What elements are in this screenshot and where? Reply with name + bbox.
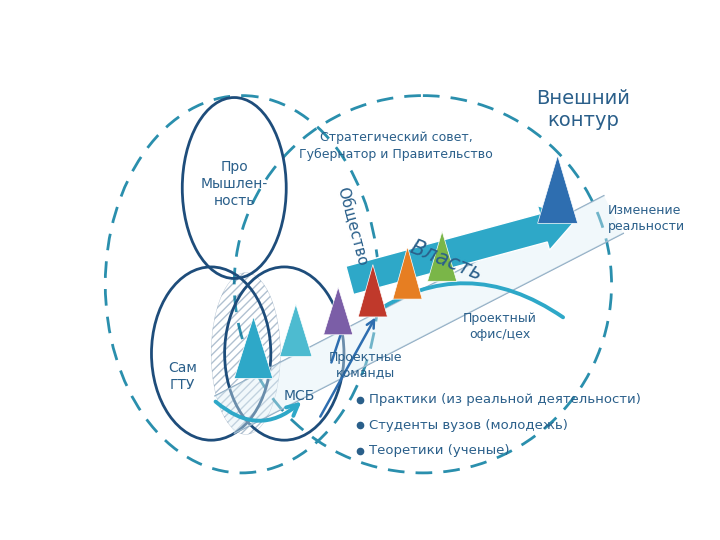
Polygon shape (359, 265, 387, 317)
Text: Проектный
офис/цех: Проектный офис/цех (463, 312, 537, 341)
Text: Студенты вузов (молодежь): Студенты вузов (молодежь) (369, 418, 568, 431)
Polygon shape (393, 247, 422, 299)
Text: МСБ: МСБ (284, 389, 315, 403)
Text: Про
Мышлен-
ность: Про Мышлен- ность (201, 160, 268, 208)
FancyArrowPatch shape (215, 402, 298, 421)
FancyArrow shape (346, 206, 577, 294)
Text: Теоретики (ученые): Теоретики (ученые) (369, 444, 510, 457)
Polygon shape (323, 287, 353, 335)
Polygon shape (428, 231, 456, 281)
Text: Власть: Власть (407, 238, 485, 285)
Polygon shape (538, 156, 577, 224)
Text: Стратегический совет,
Губернатор и Правительство: Стратегический совет, Губернатор и Прави… (299, 131, 492, 161)
FancyArrowPatch shape (371, 284, 563, 318)
Text: Сам
ГТУ: Сам ГТУ (168, 361, 197, 392)
Text: Изменение
реальности: Изменение реальности (608, 204, 685, 233)
Polygon shape (234, 317, 273, 379)
Text: Проектные
команды: Проектные команды (328, 350, 402, 380)
Text: Практики (из реальной деятельности): Практики (из реальной деятельности) (369, 393, 641, 406)
Polygon shape (215, 195, 624, 434)
Polygon shape (279, 304, 312, 356)
Text: Внешний
контур: Внешний контур (536, 89, 630, 130)
Text: Общество: Общество (334, 185, 370, 268)
